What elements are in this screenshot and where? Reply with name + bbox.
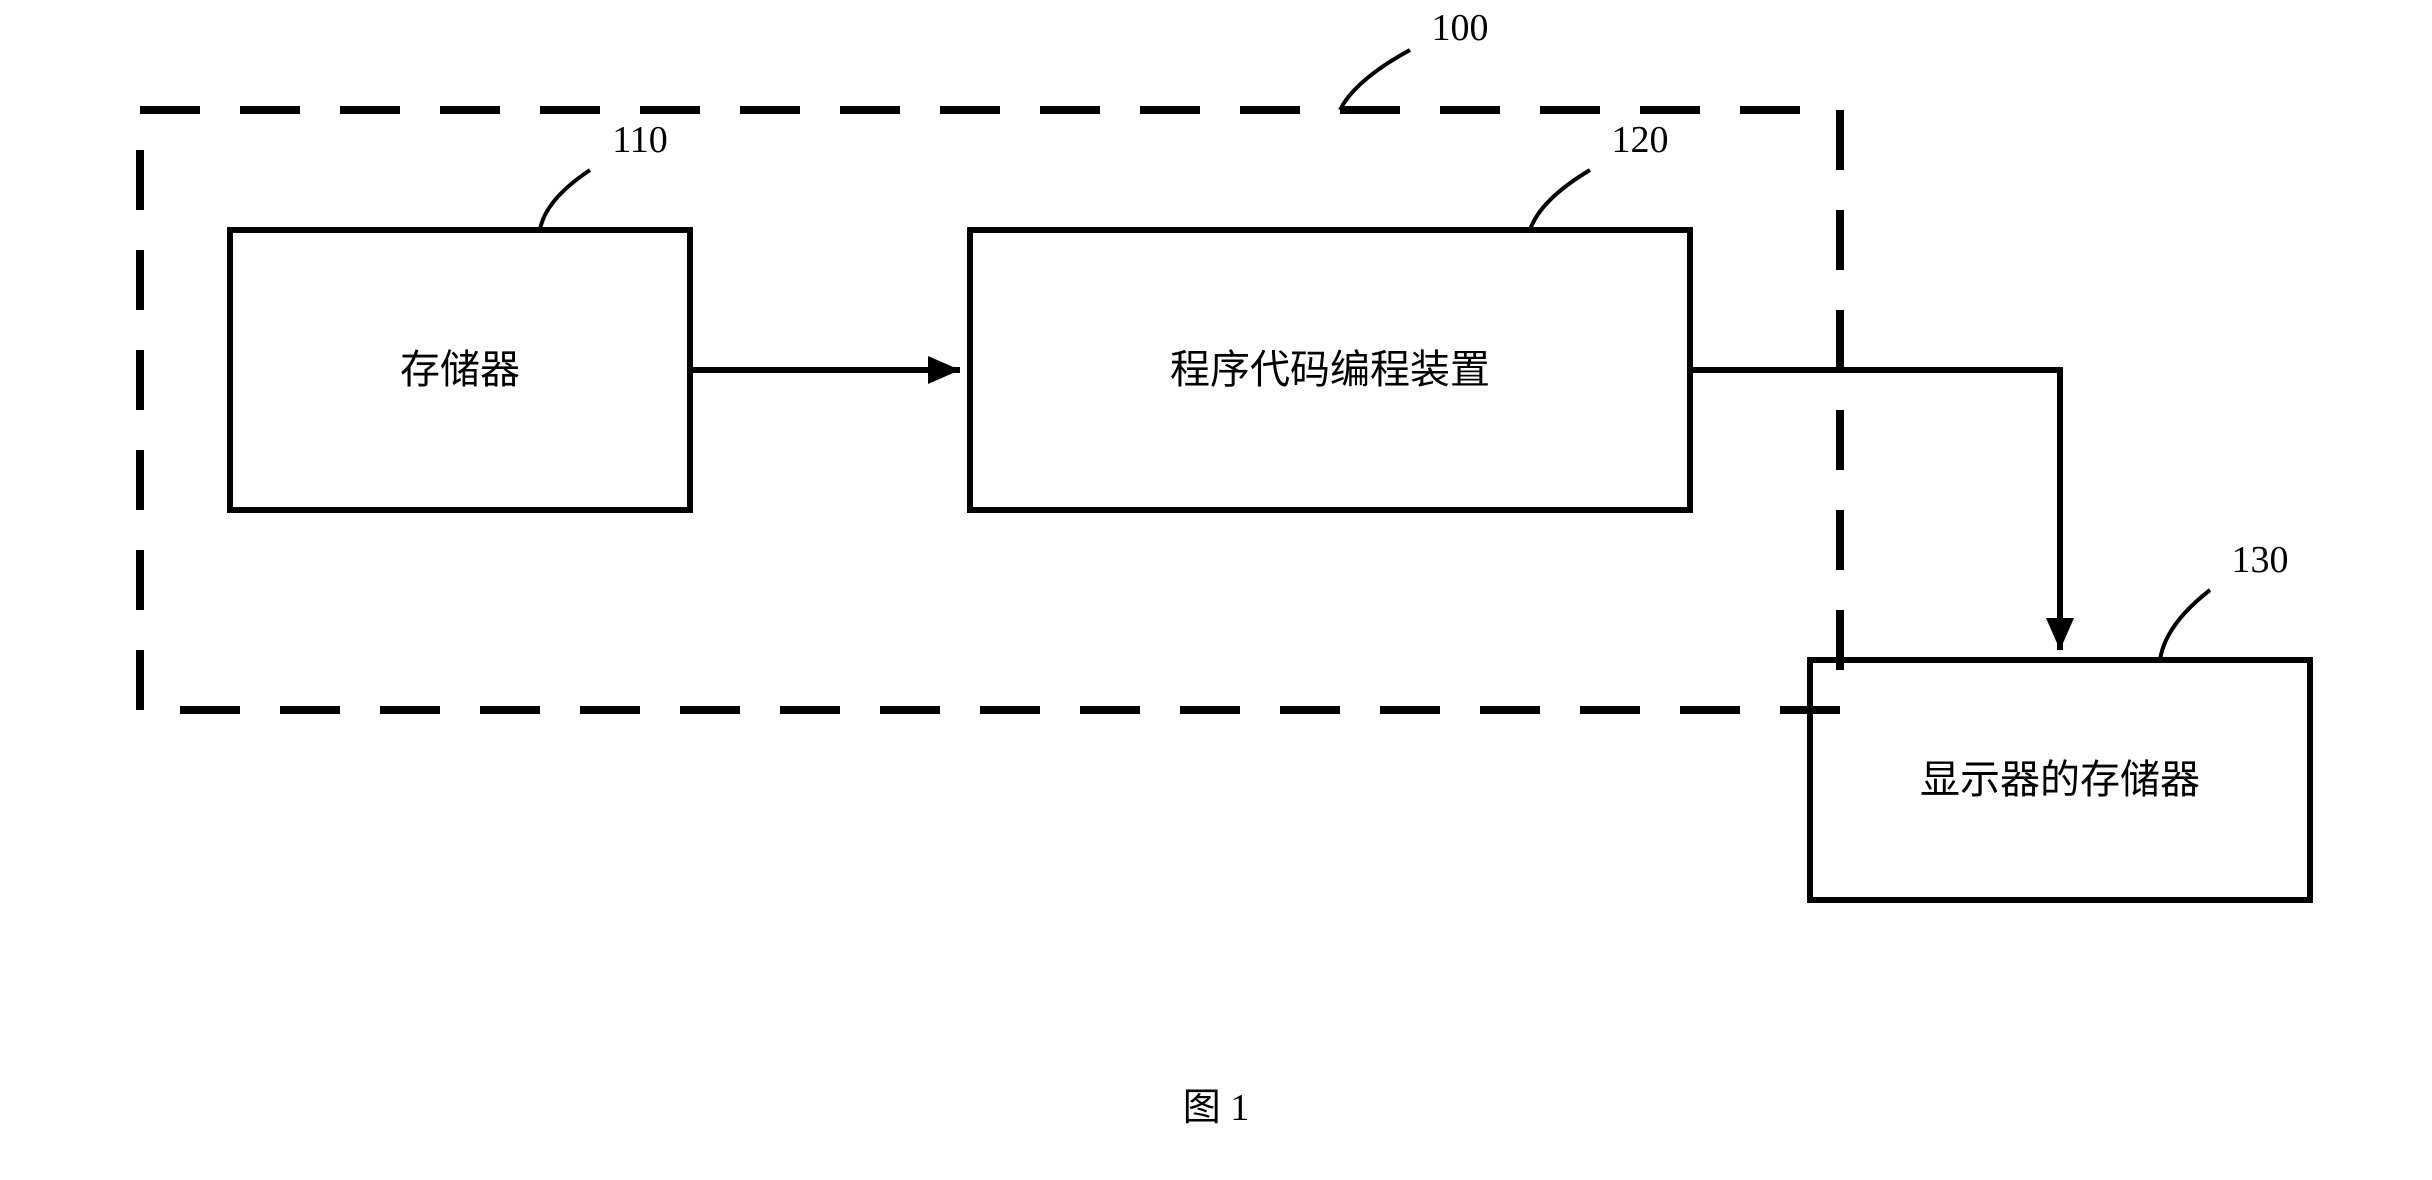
- container-label-100: 100: [1400, 4, 1520, 52]
- program-device-box-text: 程序代码编程装置: [1170, 342, 1490, 398]
- diagram-svg: [0, 0, 2432, 1180]
- diagram-canvas: 100 存储器 110 程序代码编程装置 120 显示器的存储器 130 图 1: [0, 0, 2432, 1180]
- display-memory-box-label-130: 130: [2200, 536, 2320, 584]
- memory-box-label-110: 110: [580, 116, 700, 164]
- display-memory-box: 显示器的存储器: [1810, 660, 2310, 900]
- memory-box-text: 存储器: [400, 342, 520, 398]
- figure-caption: 图 1: [0, 1076, 2432, 1131]
- program-device-box-label-120: 120: [1580, 116, 1700, 164]
- memory-box: 存储器: [230, 230, 690, 510]
- display-memory-box-text: 显示器的存储器: [1920, 752, 2200, 808]
- program-device-box: 程序代码编程装置: [970, 230, 1690, 510]
